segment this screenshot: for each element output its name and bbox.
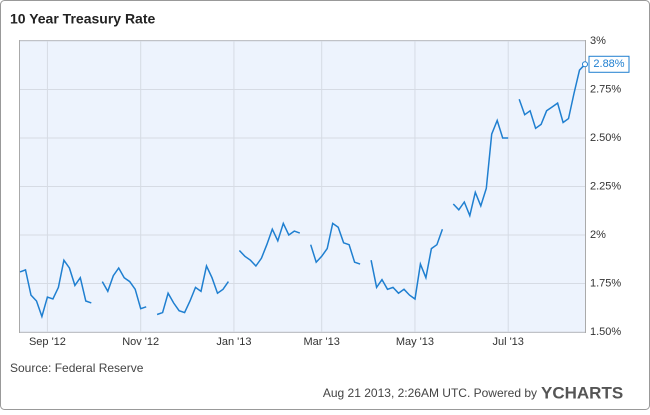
y-tick-label: 1.75%	[590, 277, 621, 289]
x-tick-label: Jul '13	[492, 336, 523, 348]
x-tick-label: Jan '13	[216, 336, 251, 348]
y-tick-label: 2.75%	[590, 83, 621, 95]
y-tick-label: 2.25%	[590, 180, 621, 192]
last-point	[582, 61, 588, 68]
y-tick-label: 1.50%	[590, 326, 621, 338]
source: Source: Federal Reserve	[10, 361, 144, 375]
x-tick-label: Nov '12	[122, 336, 159, 348]
series-line	[19, 63, 586, 319]
value-label-box	[588, 55, 630, 73]
chart-title: 10 Year Treasury Rate	[10, 11, 156, 27]
timestamp: Aug 21 2013, 2:26AM UTC. Powered by	[323, 386, 537, 400]
brand: YCHARTS	[541, 383, 623, 402]
x-tick-label: May '13	[396, 336, 434, 348]
y-tick-label: 2%	[590, 229, 606, 241]
value-label: 2.88%	[593, 58, 624, 70]
y-tick-label: 3%	[590, 35, 606, 47]
x-tick-label: Mar '13	[304, 336, 340, 348]
y-tick-label: 2.50%	[590, 132, 621, 144]
x-tick-label: Sep '12	[29, 336, 66, 348]
